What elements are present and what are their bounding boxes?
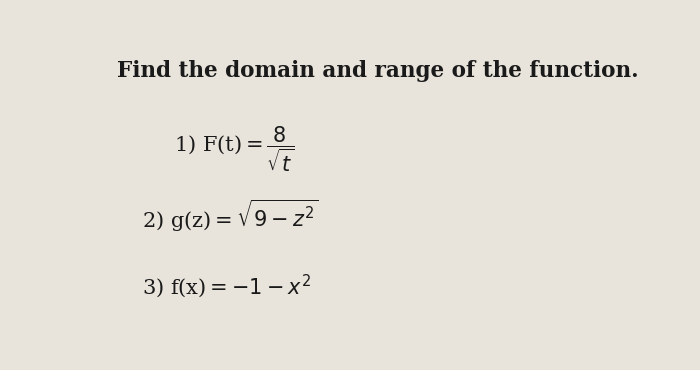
- Text: 2) $\mathregular{g(z)} = \sqrt{9 - z^2}$: 2) $\mathregular{g(z)} = \sqrt{9 - z^2}$: [141, 198, 318, 235]
- Text: 3) $\mathregular{f(x)} = {-1} - x^2$: 3) $\mathregular{f(x)} = {-1} - x^2$: [141, 272, 311, 300]
- Text: 1) $\mathregular{F(t)} = \dfrac{8}{\sqrt{t}}$: 1) $\mathregular{F(t)} = \dfrac{8}{\sqrt…: [174, 124, 295, 174]
- Text: Find the domain and range of the function.: Find the domain and range of the functio…: [118, 60, 639, 82]
